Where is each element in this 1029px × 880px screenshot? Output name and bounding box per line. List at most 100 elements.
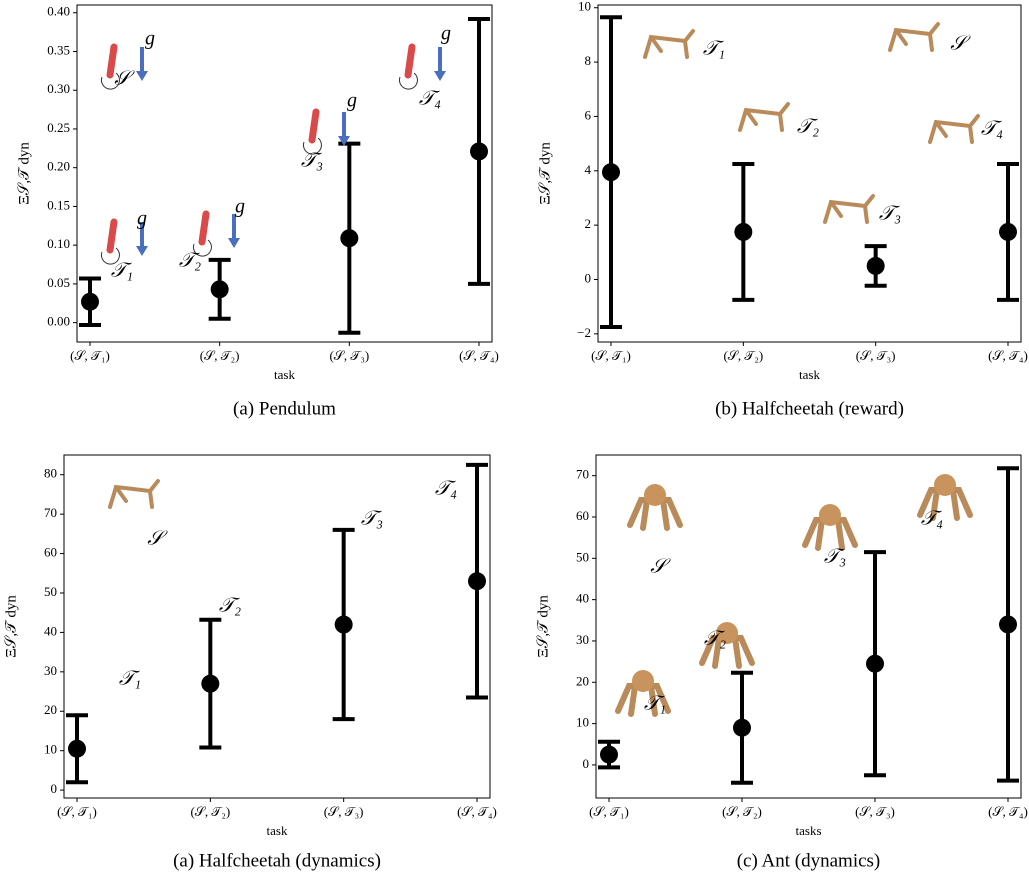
ant-body xyxy=(716,622,738,644)
y-axis-label: Ξ𝒮,𝒯 dyn xyxy=(535,595,551,658)
cheetah-icon xyxy=(823,194,875,224)
point xyxy=(470,142,488,161)
x-tick-label: (𝒮, 𝒯₁) xyxy=(70,348,110,363)
y-tick-label: 40 xyxy=(44,623,57,638)
x-tick-label: (𝒮, 𝒯₄) xyxy=(988,804,1028,819)
gravity-arrowhead xyxy=(434,71,446,81)
y-axis-label: Ξ𝒮,𝒯 dyn xyxy=(3,595,19,658)
pendulum-icon xyxy=(106,43,118,79)
annotation: g xyxy=(347,90,357,112)
annotation: 𝒯₄ xyxy=(435,478,457,500)
y-tick-label: 50 xyxy=(576,549,589,564)
x-tick-label: (𝒮, 𝒯₁) xyxy=(589,804,629,819)
y-tick-label: 20 xyxy=(576,673,589,688)
y-tick-label: 0 xyxy=(51,781,58,796)
y-tick-label: 0.35 xyxy=(47,42,70,57)
y-tick-label: 0.20 xyxy=(47,159,70,174)
y-tick-label: 70 xyxy=(576,467,589,482)
annotation: 𝒮 xyxy=(650,556,671,578)
y-tick-label: 4 xyxy=(585,162,592,177)
rotation-icon xyxy=(100,247,120,265)
annotation: 𝒯₄ xyxy=(921,508,943,530)
x-tick-label: (𝒮, 𝒯₂) xyxy=(200,348,240,363)
y-axis-label: Ξ𝒮,𝒯 dyn xyxy=(16,142,32,205)
x-tick-label: (𝒮, 𝒯₄) xyxy=(457,804,497,819)
y-tick-label: 0.05 xyxy=(47,275,70,290)
rotation-icon xyxy=(100,72,120,90)
cheetah-icon xyxy=(643,29,695,59)
point xyxy=(81,292,99,311)
x-axis-label: tasks xyxy=(796,823,822,838)
y-tick-label: 60 xyxy=(576,508,589,523)
chart-title: (a) Halfcheetah (dynamics) xyxy=(173,850,381,871)
pendulum-icon xyxy=(404,43,416,79)
pendulum-icon xyxy=(106,218,118,254)
y-tick-label: 0.25 xyxy=(47,120,70,135)
y-tick-label: 0 xyxy=(585,270,592,285)
x-tick-label: (𝒮, 𝒯₁) xyxy=(591,348,631,363)
cheetah-icon xyxy=(888,22,940,52)
ant-body xyxy=(644,484,666,506)
point xyxy=(340,229,359,248)
plot-frame xyxy=(597,4,1022,343)
point xyxy=(866,654,884,673)
y-tick-label: 30 xyxy=(576,632,589,647)
x-tick-label: (𝒮, 𝒯₂) xyxy=(722,804,762,819)
y-tick-label: 30 xyxy=(44,663,57,678)
gravity-arrowhead xyxy=(228,238,240,248)
annotation: 𝒯₂ xyxy=(704,628,726,650)
x-tick-label: (𝒮, 𝒯₂) xyxy=(723,348,763,363)
annotation: 𝒮 xyxy=(114,68,135,90)
annotation: 𝒯₁ xyxy=(119,668,141,690)
annotation: 𝒯₃ xyxy=(879,203,901,225)
plot-frame xyxy=(76,4,493,343)
point xyxy=(734,222,753,241)
annotation: 𝒯₂ xyxy=(219,595,241,617)
plot-frame xyxy=(63,454,491,799)
chart-title: (b) Halfcheetah (reward) xyxy=(715,398,904,419)
y-tick-label: 0.00 xyxy=(47,314,70,329)
x-tick-label: (𝒮, 𝒯₃) xyxy=(324,804,364,819)
ant-body xyxy=(819,504,841,526)
y-tick-label: 0.15 xyxy=(47,197,70,212)
y-tick-label: 0.40 xyxy=(47,4,70,19)
point xyxy=(999,222,1017,241)
annotation: 𝒯₁ xyxy=(644,693,666,715)
y-tick-label: 8 xyxy=(585,53,592,68)
annotation: 𝒯₃ xyxy=(301,150,323,172)
y-tick-label: 10 xyxy=(44,742,57,757)
point xyxy=(733,718,751,737)
annotation: 𝒮 xyxy=(950,33,971,55)
annotation: 𝒯₁ xyxy=(703,38,725,60)
annotation: 𝒯₃ xyxy=(824,546,846,568)
point xyxy=(334,615,353,634)
y-tick-label: 20 xyxy=(44,702,57,717)
cheetah-icon xyxy=(738,102,790,132)
y-tick-label: 0.10 xyxy=(47,236,70,251)
annotation: 𝒮 xyxy=(147,528,168,550)
x-axis-label: task xyxy=(274,367,295,382)
y-tick-label: 50 xyxy=(44,584,57,599)
x-tick-label: (𝒮, 𝒯₂) xyxy=(190,804,230,819)
y-tick-label: 2 xyxy=(585,216,592,231)
annotation: 𝒯₄ xyxy=(419,88,441,110)
annotation: g xyxy=(235,196,245,218)
pendulum-icon xyxy=(308,108,320,144)
x-axis-label: task xyxy=(267,823,288,838)
point xyxy=(68,739,86,758)
rotation-icon xyxy=(398,72,418,90)
x-tick-label: (𝒮, 𝒯₃) xyxy=(329,348,369,363)
y-tick-label: 60 xyxy=(44,545,57,560)
annotation: 𝒯₃ xyxy=(361,508,383,530)
ant-body xyxy=(632,670,654,692)
chart-title: (a) Pendulum xyxy=(233,398,336,419)
ant-body xyxy=(934,474,956,496)
point xyxy=(866,256,885,275)
cheetah-icon xyxy=(108,479,160,509)
plot-frame xyxy=(595,454,1022,799)
rotation-icon xyxy=(192,239,212,257)
pendulum-icon xyxy=(198,210,210,246)
y-tick-label: 70 xyxy=(44,505,57,520)
gravity-arrowhead xyxy=(338,136,350,146)
